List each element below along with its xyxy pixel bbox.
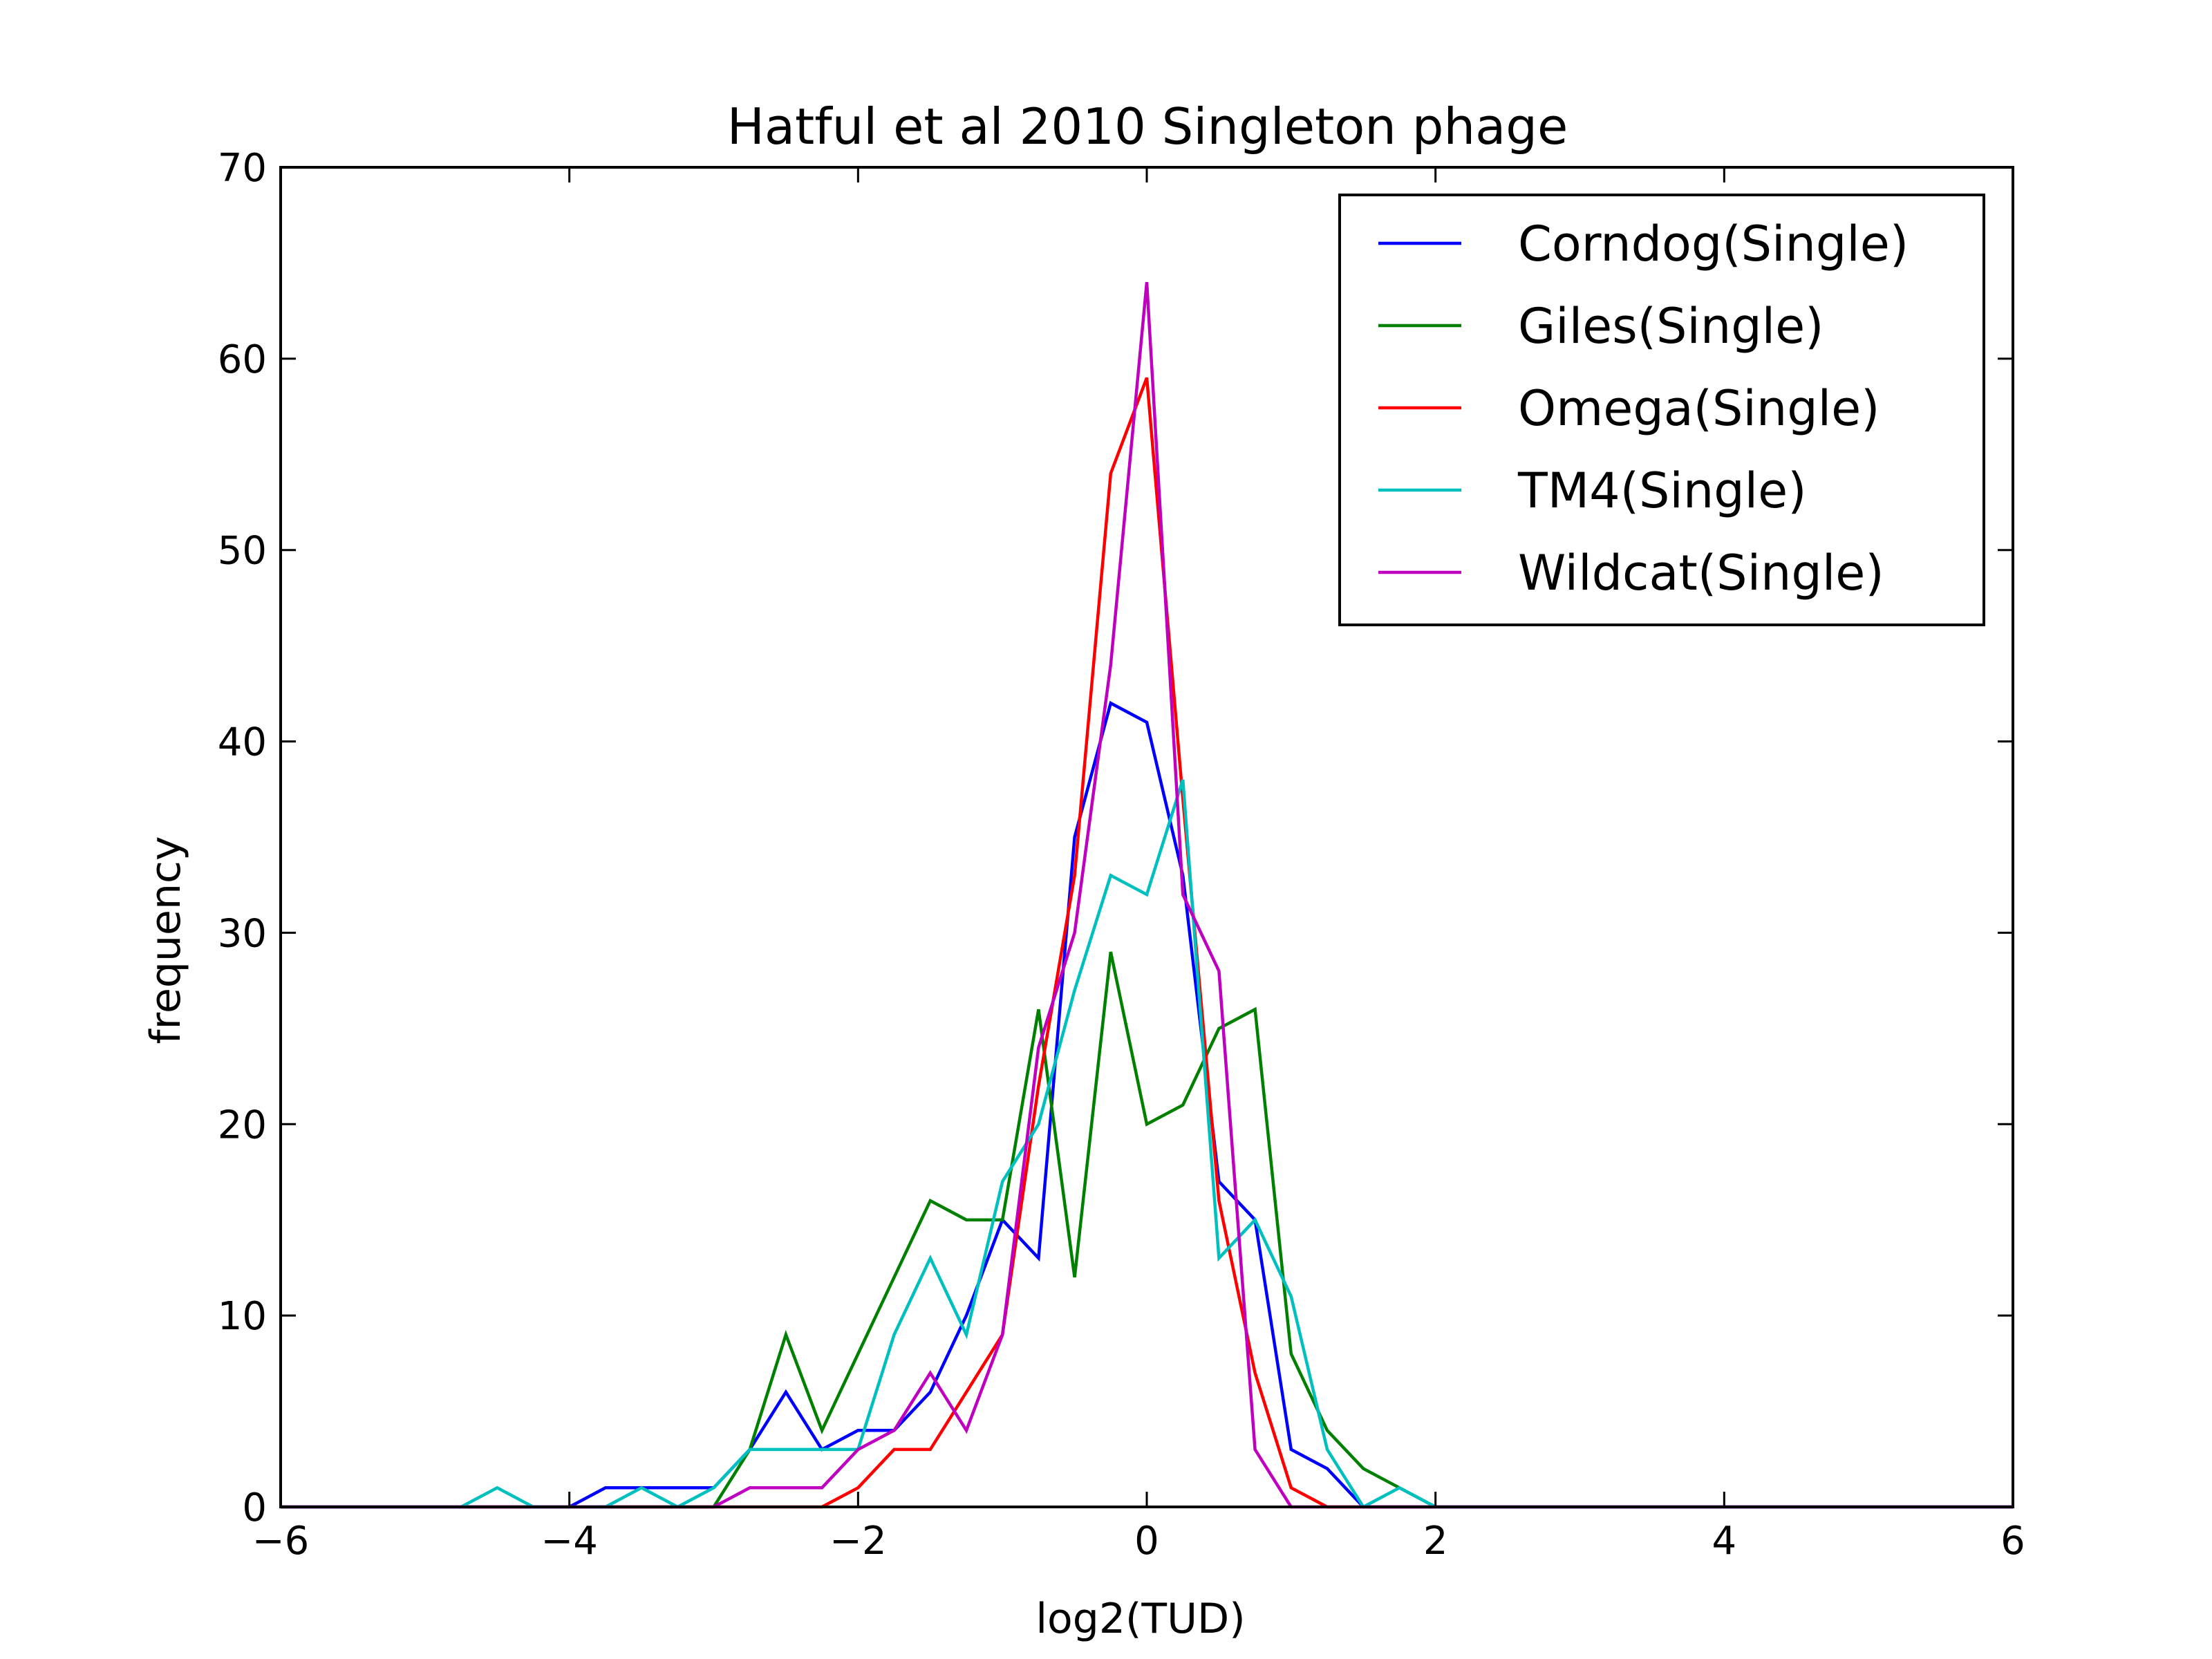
legend: Corndog(Single) Giles(Single) Omega(Single… <box>1338 194 1985 626</box>
y-tick-label: 50 <box>218 529 267 574</box>
legend-label: Omega(Single) <box>1518 380 1880 437</box>
y-tick-label: 20 <box>218 1103 267 1147</box>
y-tick-label: 0 <box>242 1485 267 1530</box>
legend-box <box>1338 194 1985 626</box>
x-tick-label: 6 <box>2000 1519 2025 1564</box>
x-tick-label: −4 <box>541 1519 598 1564</box>
x-tick-label: 4 <box>1712 1519 1737 1564</box>
y-tick-label: 30 <box>218 911 267 956</box>
x-tick-label: 0 <box>1134 1519 1159 1564</box>
chart-title: Hatful et al 2010 Singleton phage <box>727 97 1568 156</box>
legend-label: Corndog(Single) <box>1518 216 1909 272</box>
x-tick-label: −6 <box>252 1519 310 1564</box>
legend-label: Giles(Single) <box>1518 298 1824 355</box>
x-axis-label: log2(TUD) <box>1035 1595 1245 1643</box>
x-tick-label: −2 <box>830 1519 887 1564</box>
plot-frame <box>279 166 2014 1508</box>
y-tick-label: 70 <box>218 146 267 191</box>
legend-label: Wildcat(Single) <box>1518 545 1884 601</box>
legend-label: TM4(Single) <box>1517 462 1807 519</box>
y-tick-label: 40 <box>218 720 267 765</box>
x-tick-label: 2 <box>1423 1519 1448 1564</box>
y-tick-label: 10 <box>218 1294 267 1339</box>
y-axis-label: frequency <box>142 836 190 1044</box>
y-tick-label: 60 <box>218 337 267 382</box>
